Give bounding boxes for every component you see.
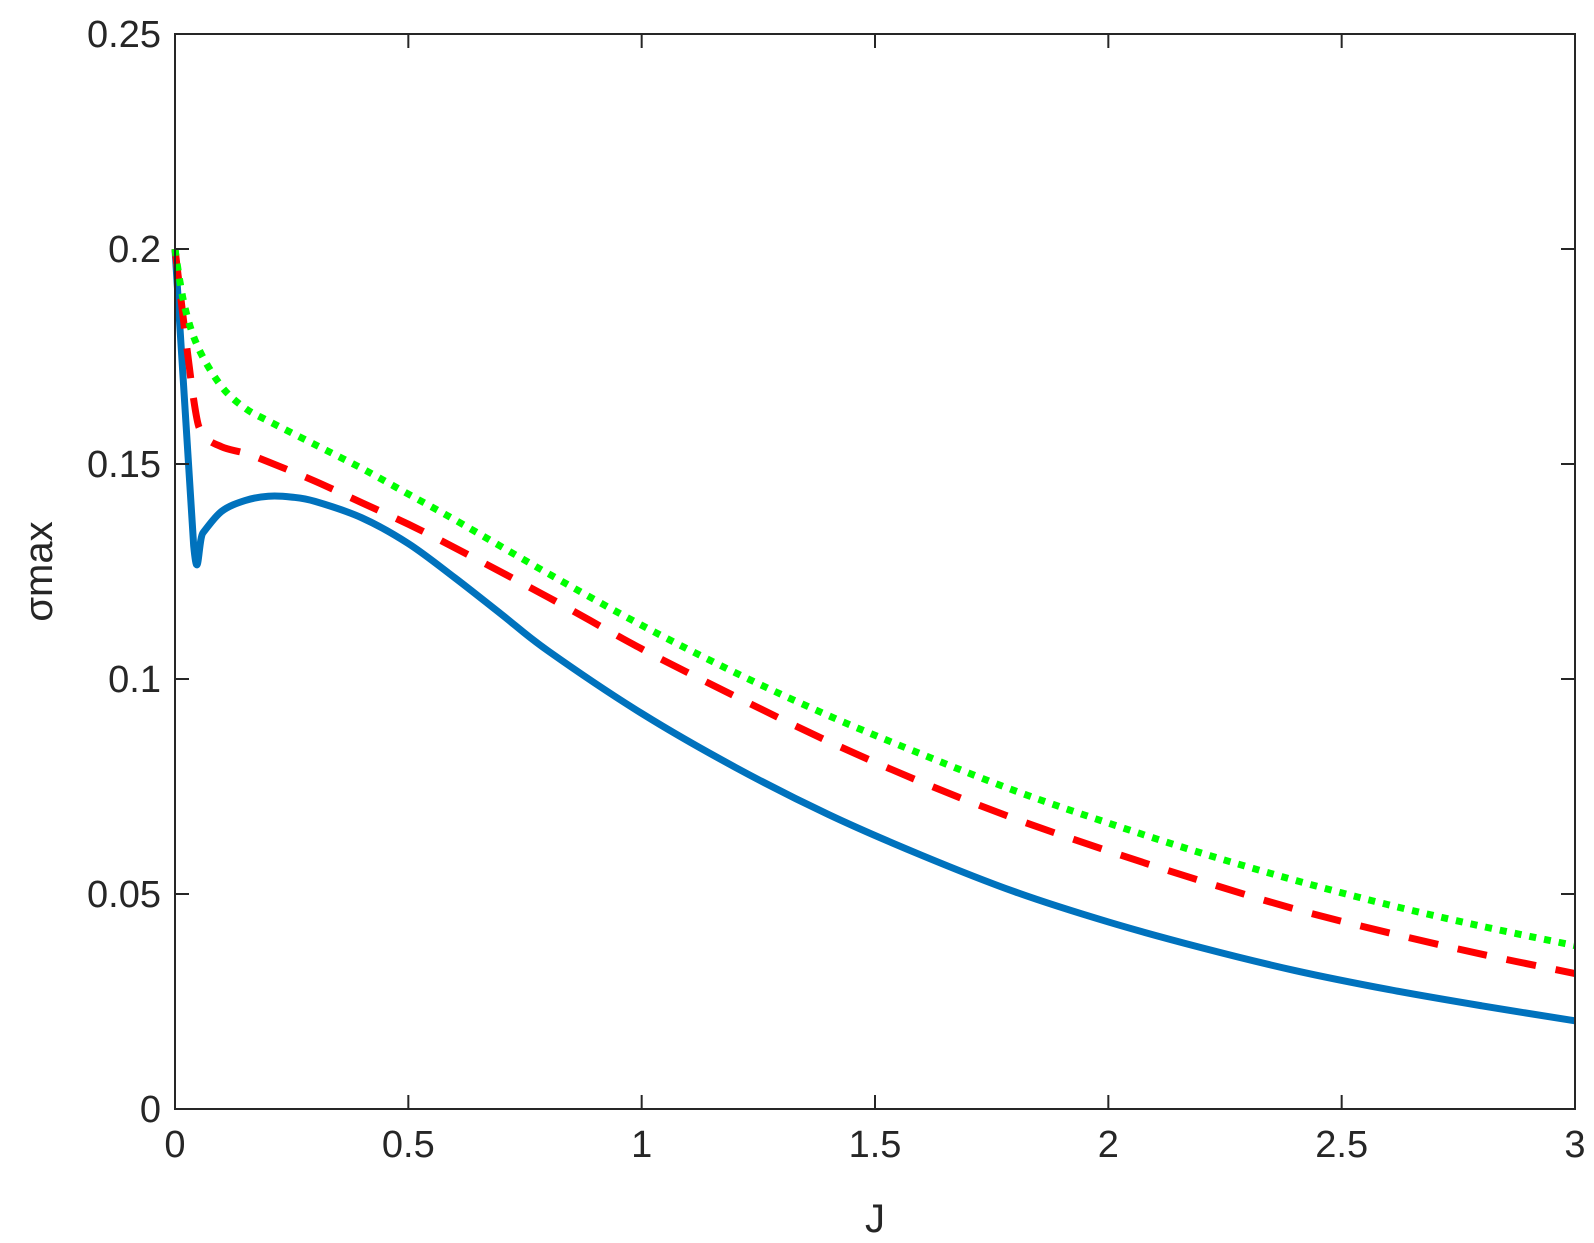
axes-layer: 0 0.5 1 1.5 2 2.5 3 0 0.05 0.1 0.15 0.2 0.25 bbox=[87, 14, 1586, 1166]
y-tick-label: 0.25 bbox=[87, 14, 161, 56]
x-tick-label: 2.5 bbox=[1315, 1124, 1368, 1166]
y-axis-label: σmax bbox=[17, 521, 61, 621]
x-axis-label: J bbox=[865, 1197, 885, 1241]
y-tick-label: 0.2 bbox=[108, 229, 161, 271]
x-tick-label: 0 bbox=[164, 1124, 185, 1166]
series-layer bbox=[171, 248, 1576, 1025]
x-tick-label: 2 bbox=[1098, 1124, 1119, 1166]
series-line-2-dashed bbox=[171, 248, 1576, 977]
y-tick-label: 0 bbox=[140, 1089, 161, 1131]
series-line-1-solid bbox=[171, 248, 1576, 1025]
x-tick-label: 1.5 bbox=[849, 1124, 902, 1166]
x-tick-label: 0.5 bbox=[382, 1124, 435, 1166]
y-tick-label: 0.1 bbox=[108, 659, 161, 701]
y-tick-label: 0.05 bbox=[87, 874, 161, 916]
plot-background bbox=[175, 34, 1575, 1109]
x-tick-label: 3 bbox=[1564, 1124, 1585, 1166]
y-tick-label: 0.15 bbox=[87, 444, 161, 486]
plot-area bbox=[175, 34, 1575, 1109]
x-tick-label: 1 bbox=[631, 1124, 652, 1166]
series-line-3-dotted bbox=[171, 248, 1576, 950]
